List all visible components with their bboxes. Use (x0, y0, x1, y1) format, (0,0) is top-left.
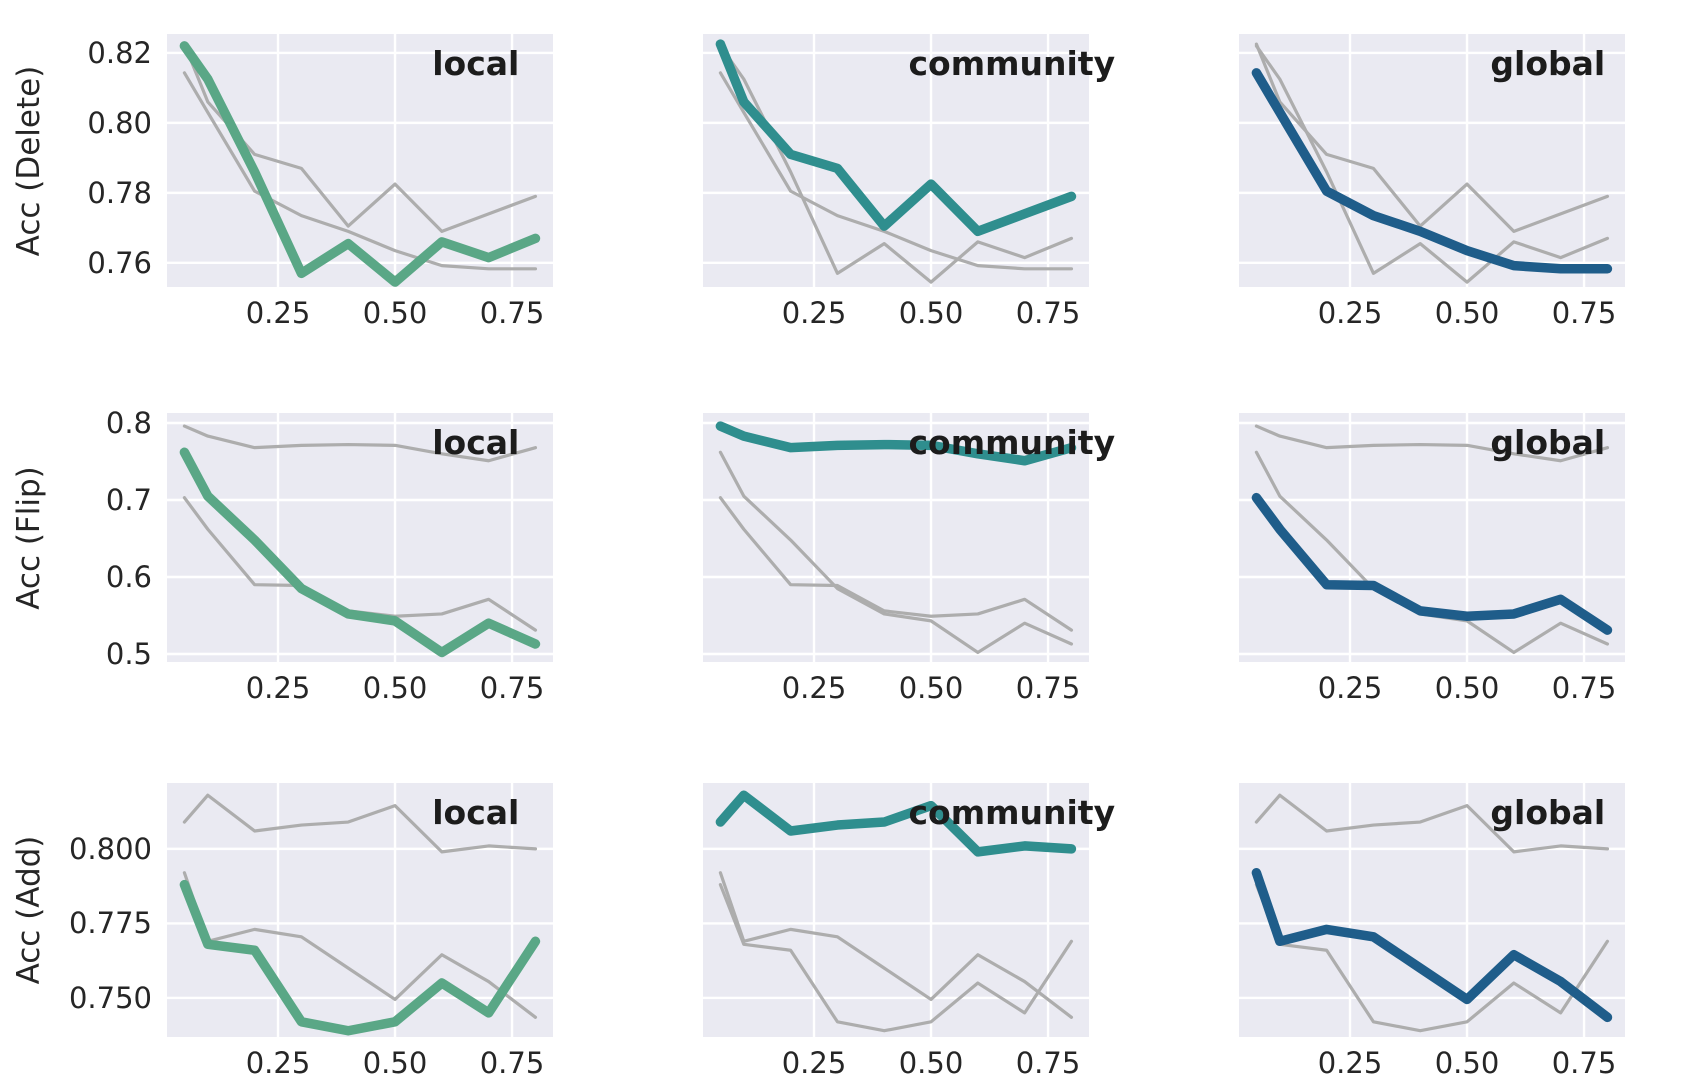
line-chart (167, 783, 553, 1037)
series-global-line-highlighted (1251, 867, 1613, 1023)
series-local-line-highlighted (179, 41, 541, 287)
y-tick-label: 0.5 (105, 636, 152, 671)
series-local-line-muted (718, 450, 1074, 655)
x-tick-label: 0.75 (1551, 1046, 1617, 1080)
x-tick-label: 0.75 (479, 671, 545, 705)
x-tick-label: 0.50 (1434, 671, 1500, 705)
x-tick-label: 0.75 (1015, 671, 1081, 705)
series-global-line-highlighted (1251, 492, 1613, 635)
y-tick-label: 0.6 (105, 559, 152, 594)
panel-acc-flip-local: local (167, 413, 553, 662)
series-global-line-muted (718, 871, 1074, 1019)
series-community-line-highlighted (715, 39, 1077, 237)
x-tick-label: 0.50 (1434, 1046, 1500, 1080)
x-tick-label: 0.75 (479, 1046, 545, 1080)
panel-acc-flip-community: community (703, 413, 1115, 662)
y-axis-label: Acc (Flip) (11, 465, 47, 610)
line-chart (1239, 783, 1625, 1037)
y-tick-label: 0.82 (87, 35, 152, 70)
x-tick-label: 0.50 (1434, 296, 1500, 330)
panel-acc-delete-community: community (703, 34, 1115, 287)
series-community-line-muted (1254, 42, 1610, 233)
x-tick-label: 0.25 (781, 296, 847, 330)
panel-acc-delete-local: local (167, 34, 553, 287)
panel-acc-add-global: global (1239, 783, 1625, 1037)
panel-acc-add-local: local (167, 783, 553, 1037)
x-tick-label: 0.50 (898, 671, 964, 705)
y-tick-label: 0.80 (87, 105, 152, 140)
line-chart (703, 413, 1089, 662)
x-tick-label: 0.25 (245, 296, 311, 330)
series-community-line-highlighted (715, 790, 1077, 857)
series-community-line-muted (1254, 424, 1610, 463)
y-axis-label: Acc (Add) (11, 835, 47, 985)
series-global-line-highlighted (1251, 68, 1613, 274)
y-tick-label: 0.800 (68, 831, 152, 866)
line-chart (167, 413, 553, 662)
series-community-line-muted (1254, 793, 1610, 854)
panel-acc-flip-global: global (1239, 413, 1625, 662)
series-local-line-muted (718, 883, 1074, 1033)
series-community-line-muted (182, 793, 538, 854)
line-chart (703, 783, 1089, 1037)
line-chart (167, 34, 553, 287)
line-chart (1239, 34, 1625, 287)
x-tick-label: 0.50 (362, 671, 428, 705)
y-axis-label: Acc (Delete) (11, 65, 47, 256)
y-tick-label: 0.8 (105, 406, 152, 440)
x-tick-label: 0.50 (898, 1046, 964, 1080)
y-tick-label: 0.7 (105, 483, 152, 517)
series-local-line-highlighted (179, 879, 541, 1036)
y-tick-label: 0.775 (68, 906, 152, 941)
series-local-line-muted (1254, 450, 1610, 655)
x-tick-label: 0.25 (1317, 671, 1383, 705)
series-global-line-muted (182, 871, 538, 1019)
series-global-line-muted (718, 71, 1074, 271)
series-local-line-muted (1254, 883, 1610, 1033)
series-community-line-muted (182, 424, 538, 463)
x-tick-label: 0.25 (1317, 1046, 1383, 1080)
x-tick-label: 0.75 (1551, 296, 1617, 330)
series-global-line-muted (718, 496, 1074, 632)
x-tick-label: 0.25 (781, 1046, 847, 1080)
series-community-line-highlighted (715, 421, 1077, 466)
line-chart (1239, 413, 1625, 662)
y-tick-label: 0.78 (87, 175, 152, 210)
x-tick-label: 0.75 (479, 296, 545, 330)
line-chart (703, 34, 1089, 287)
panel-acc-add-community: community (703, 783, 1115, 1037)
y-tick-label: 0.750 (68, 980, 152, 1015)
x-tick-label: 0.25 (781, 671, 847, 705)
y-tick-label: 0.76 (87, 245, 152, 280)
x-tick-label: 0.50 (898, 296, 964, 330)
x-tick-label: 0.50 (362, 1046, 428, 1080)
x-tick-label: 0.25 (1317, 296, 1383, 330)
x-tick-label: 0.50 (362, 296, 428, 330)
series-local-line-muted (1254, 44, 1610, 284)
x-tick-label: 0.25 (245, 1046, 311, 1080)
series-global-line-muted (182, 71, 538, 271)
x-tick-label: 0.75 (1015, 1046, 1081, 1080)
series-local-line-highlighted (179, 447, 541, 658)
series-local-line-muted (718, 44, 1074, 284)
x-tick-label: 0.75 (1015, 296, 1081, 330)
x-tick-label: 0.25 (245, 671, 311, 705)
panel-acc-delete-global: global (1239, 34, 1625, 287)
x-tick-label: 0.75 (1551, 671, 1617, 705)
